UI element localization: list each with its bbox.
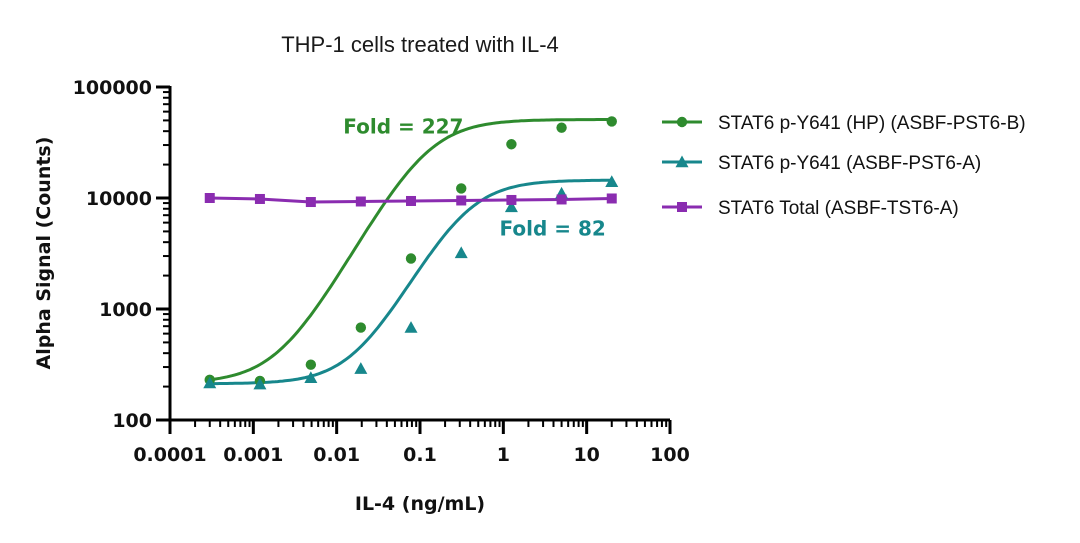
x-tick-label: 1	[497, 444, 510, 466]
series-2-point	[253, 377, 267, 390]
legend-marker-1	[676, 116, 688, 128]
series-3-point	[204, 193, 215, 203]
x-tick-label: 0.001	[223, 444, 283, 466]
series-1-point	[305, 359, 317, 370]
axes: 100 1000 10000 100000 0.0001 0.001 0.01 0.1 1 10 1…	[73, 77, 690, 466]
series-2-point	[404, 321, 418, 333]
series-3-point	[606, 193, 617, 204]
series-3-point	[305, 197, 316, 208]
series-2-point	[454, 246, 468, 259]
annotation-2: Fold = 82	[500, 216, 606, 240]
fit-curves	[209, 118, 612, 386]
series-2-point	[504, 200, 518, 213]
y-tick-label: 1000	[99, 299, 152, 321]
y-tick-label: 10000	[86, 188, 152, 210]
y-tick-label: 100000	[73, 77, 152, 99]
x-tick-label: 10	[573, 444, 599, 466]
series-2-point	[605, 175, 619, 187]
chart-title: THP-1 cells treated with IL-4	[281, 32, 559, 57]
series-3-point	[556, 194, 567, 205]
series-1-point	[606, 116, 617, 127]
x-tick-label: 0.0001	[133, 444, 206, 466]
x-axis-label: IL-4 (ng/mL)	[355, 493, 485, 515]
series-1-point	[456, 183, 467, 194]
series-1-point	[405, 253, 417, 264]
series-3-point	[456, 195, 467, 206]
series-3-point	[506, 194, 517, 205]
x-tick-label: 0.01	[313, 444, 360, 466]
series-1-point	[556, 122, 567, 133]
annotations: Fold = 227 Fold = 82	[343, 115, 606, 241]
legend-label-3: STAT6 Total (ASBF-TST6-A)	[718, 198, 959, 219]
legend: STAT6 p-Y641 (HP) (ASBF-PST6-B) STAT6 p-Y…	[662, 113, 1026, 219]
legend-marker-3	[677, 202, 687, 212]
series-3-point	[406, 195, 417, 206]
y-tick-label: 100	[112, 410, 152, 432]
series-2-point	[304, 371, 318, 383]
annotation-1: Fold = 227	[343, 115, 463, 139]
series-1-line	[209, 118, 612, 382]
legend-label-2: STAT6 p-Y641 (ASBF-PST6-A)	[718, 153, 981, 174]
series-2-point	[203, 376, 217, 389]
legend-marker-2	[675, 155, 689, 168]
legend-label-1: STAT6 p-Y641 (HP) (ASBF-PST6-B)	[718, 113, 1026, 134]
x-tick-label: 0.1	[403, 444, 437, 466]
series-2-line	[209, 178, 612, 386]
data-markers	[203, 116, 619, 390]
x-tick-label: 100	[650, 444, 690, 466]
series-3-point	[355, 196, 366, 207]
series-1-point	[355, 322, 367, 333]
series-1-point	[506, 139, 517, 150]
series-2-point	[354, 362, 368, 374]
series-3-point	[254, 193, 265, 204]
y-axis-label: Alpha Signal (Counts)	[33, 137, 55, 370]
